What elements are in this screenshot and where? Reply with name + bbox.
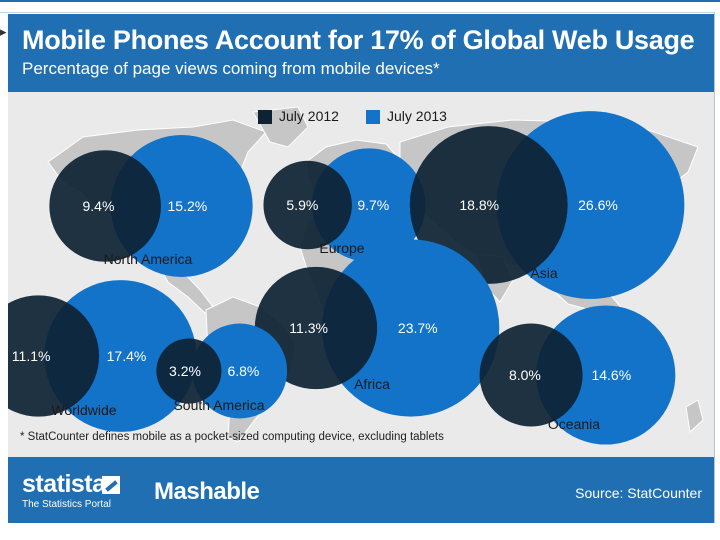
footer-banner: statista The Statistics Portal Mashable … xyxy=(8,457,714,523)
region-label-asia: Asia xyxy=(530,265,557,281)
slide-bullet-icon: ▸ xyxy=(0,24,7,39)
statista-logo-icon xyxy=(102,476,120,494)
legend-swatch-2012 xyxy=(258,110,272,124)
data-label-north-america-2013: 15.2% xyxy=(168,198,208,214)
data-label-africa-2012: 11.3% xyxy=(289,320,328,336)
data-label-europe-2012: 5.9% xyxy=(286,197,318,213)
region-label-oceania: Oceania xyxy=(548,416,600,432)
land-new-zealand xyxy=(685,399,704,434)
data-label-south-america-2012: 3.2% xyxy=(169,363,201,379)
bubble-oceania-2012 xyxy=(479,323,583,427)
bubble-oceania-2013 xyxy=(536,305,676,445)
bubble-north-america-2012 xyxy=(49,150,161,262)
region-label-worldwide: Worldwide xyxy=(51,402,116,418)
data-label-africa-2013: 23.7% xyxy=(398,320,438,336)
region-label-south-america: South America xyxy=(173,397,264,413)
data-label-asia-2012: 18.8% xyxy=(459,197,499,213)
data-label-north-america-2012: 9.4% xyxy=(82,198,114,214)
data-label-worldwide-2012: 11.1% xyxy=(12,348,51,364)
region-label-africa: Africa xyxy=(354,376,390,392)
data-label-oceania-2013: 14.6% xyxy=(591,367,631,383)
window-top-bar xyxy=(0,0,720,13)
bubble-south-america-2013 xyxy=(192,323,288,419)
bubble-europe-2012 xyxy=(263,160,352,250)
data-label-europe-2013: 9.7% xyxy=(357,197,389,213)
data-label-asia-2013: 26.6% xyxy=(578,197,618,213)
bubble-worldwide-2012 xyxy=(8,295,100,417)
chart-title: Mobile Phones Account for 17% of Global … xyxy=(22,25,695,55)
mashable-logo-text: Mashable xyxy=(154,478,260,505)
footnote: * StatCounter defines mobile as a pocket… xyxy=(20,431,444,443)
statista-tagline: The Statistics Portal xyxy=(22,499,111,510)
region-label-north-america: North America xyxy=(104,251,193,267)
top-accent-line xyxy=(0,0,720,2)
legend-swatch-2013 xyxy=(366,110,380,124)
bubble-chart: 9.4% 15.2% North America 5.9% 9.7% Europe 18.8… xyxy=(8,111,685,445)
header-banner: Mobile Phones Account for 17% of Global … xyxy=(8,14,714,92)
source-credit: Source: StatCounter xyxy=(575,485,702,501)
page-bottom-margin xyxy=(0,523,720,540)
legend-label-2013: July 2013 xyxy=(387,108,447,124)
data-label-worldwide-2013: 17.4% xyxy=(107,348,147,364)
data-label-oceania-2012: 8.0% xyxy=(509,367,541,383)
window-right-edge xyxy=(714,12,720,540)
region-label-europe: Europe xyxy=(319,240,364,256)
statista-logo-text: statista xyxy=(22,470,106,498)
bubble-south-america-2012 xyxy=(156,338,222,404)
bubble-africa-2013 xyxy=(322,239,500,417)
chart-subtitle: Percentage of page views coming from mob… xyxy=(22,59,440,78)
legend-label-2012: July 2012 xyxy=(279,108,339,124)
data-label-south-america-2013: 6.8% xyxy=(227,363,259,379)
bubble-asia-2012 xyxy=(409,126,568,284)
